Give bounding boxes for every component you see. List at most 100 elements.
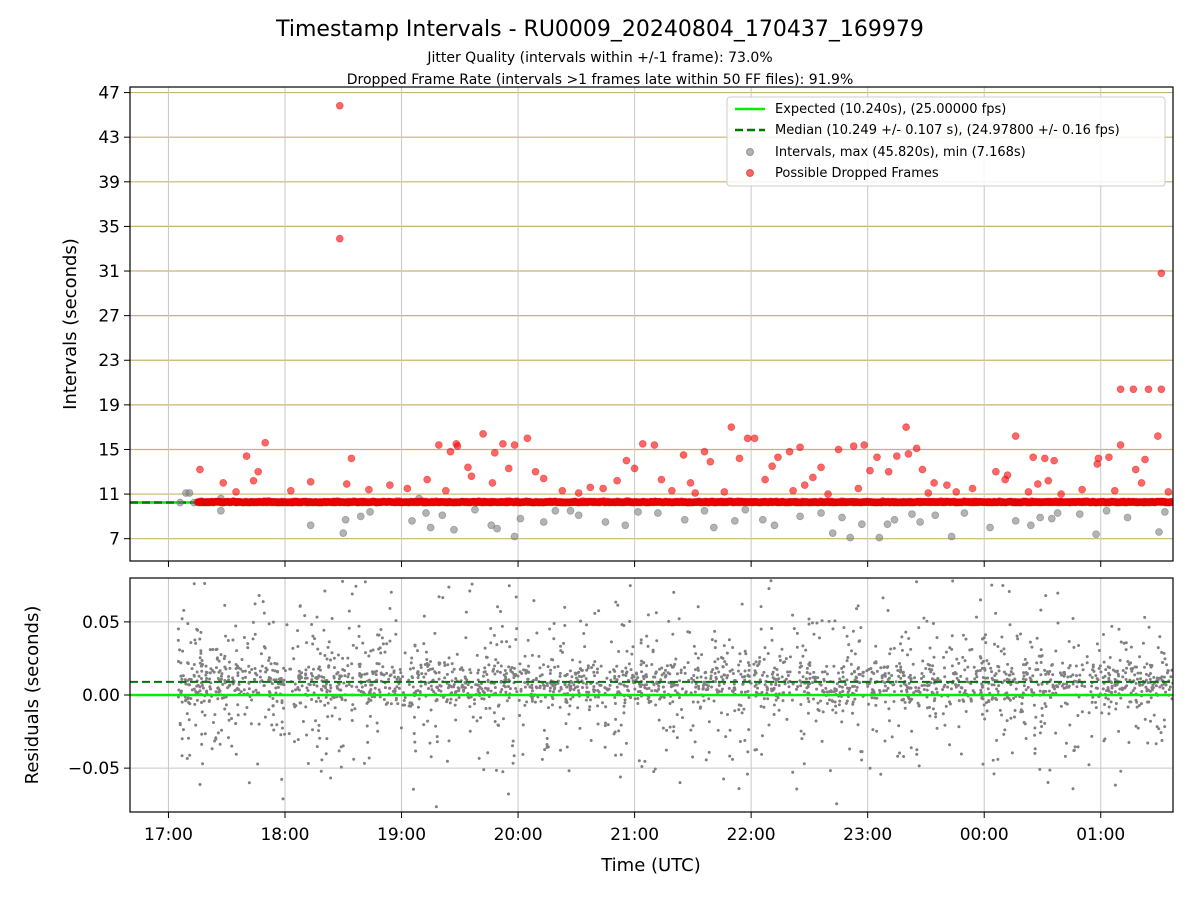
residual-points <box>176 579 1173 809</box>
residual-point <box>1000 713 1004 717</box>
residuals-y-axis-label: Residuals (seconds) <box>22 606 43 785</box>
residual-point <box>326 701 330 705</box>
residual-point <box>1072 749 1076 753</box>
residual-point <box>445 698 449 702</box>
intervals-y-tick-label: 23 <box>98 351 120 371</box>
residual-point <box>491 669 495 673</box>
interval-point <box>339 529 348 538</box>
residual-point <box>311 667 315 671</box>
intervals-axes-frame <box>129 86 1174 562</box>
residual-point <box>1141 641 1145 645</box>
interval-point <box>1026 521 1035 530</box>
dropped-frame-point <box>479 429 488 438</box>
residual-point <box>530 653 534 657</box>
residual-point <box>568 686 572 690</box>
residual-point <box>523 685 527 689</box>
interval-point <box>1053 509 1062 517</box>
residual-point <box>582 674 586 678</box>
residual-point <box>543 695 547 699</box>
interval-point <box>426 523 435 532</box>
residual-point <box>330 714 334 718</box>
residual-point <box>1028 667 1032 671</box>
residual-point <box>943 675 947 679</box>
residual-point <box>907 681 911 685</box>
residual-point <box>681 716 685 720</box>
residual-point <box>1078 673 1082 677</box>
residual-point <box>770 672 774 676</box>
residual-point <box>199 651 203 655</box>
residual-point <box>916 689 920 693</box>
residual-point <box>532 599 536 603</box>
residual-point <box>1167 688 1171 692</box>
residual-point <box>276 670 280 674</box>
residual-point <box>391 689 395 693</box>
residual-point <box>774 698 778 702</box>
residual-point <box>358 665 362 669</box>
residual-point <box>1102 739 1106 743</box>
dropped-frame-point <box>679 451 688 459</box>
residual-point <box>585 685 589 689</box>
interval-point <box>1123 513 1132 522</box>
residual-point <box>658 697 662 701</box>
residual-point <box>922 616 926 620</box>
residual-point <box>447 739 451 743</box>
residual-point <box>680 687 684 691</box>
residual-point <box>984 701 988 705</box>
residual-point <box>740 690 744 694</box>
residual-point <box>267 622 271 626</box>
residual-point <box>951 672 955 676</box>
residual-point <box>251 620 255 624</box>
residual-point <box>737 703 741 707</box>
residual-point <box>317 696 321 700</box>
residual-point <box>216 697 220 701</box>
residual-point <box>317 667 321 671</box>
residual-point <box>1035 661 1039 665</box>
x-tick-label: 17:00 <box>144 825 193 845</box>
residual-point <box>928 663 932 667</box>
residual-point <box>974 672 978 676</box>
residual-point <box>795 787 799 791</box>
residual-point <box>577 674 581 678</box>
residual-point <box>195 684 199 688</box>
residual-point <box>355 646 359 650</box>
residual-point <box>604 705 608 709</box>
residual-point <box>545 743 549 747</box>
residual-point <box>350 662 354 666</box>
dropped-frame-point <box>622 456 631 465</box>
residual-point <box>728 669 732 673</box>
residual-point <box>1010 751 1014 755</box>
residual-point <box>393 687 397 691</box>
residual-point <box>347 682 351 686</box>
residual-point <box>468 589 472 593</box>
residual-point <box>482 697 486 701</box>
residual-point <box>1083 685 1087 689</box>
residual-point <box>990 697 994 701</box>
residual-point <box>350 592 354 596</box>
dropped-frame-point <box>249 476 258 485</box>
residual-point <box>814 719 818 723</box>
residual-point <box>780 675 784 679</box>
residual-point <box>799 729 803 733</box>
x-tick-label: 01:00 <box>1076 825 1125 845</box>
residual-point <box>942 655 946 659</box>
residual-point <box>883 700 887 704</box>
interval-point <box>875 533 884 542</box>
residual-point <box>822 679 826 683</box>
interval-point <box>493 524 501 533</box>
residual-point <box>799 702 803 706</box>
residual-point <box>227 660 231 664</box>
residual-point <box>974 615 978 619</box>
residual-point <box>954 672 958 676</box>
dropped-frame-point <box>403 484 412 493</box>
residual-point <box>714 666 718 670</box>
residual-point <box>1010 666 1014 670</box>
residual-point <box>1058 671 1062 675</box>
residual-point <box>1039 660 1043 664</box>
residual-point <box>498 670 502 674</box>
residual-point <box>1088 673 1092 677</box>
residual-point <box>1022 671 1026 675</box>
residual-point <box>704 758 708 762</box>
residual-point <box>323 589 327 593</box>
residual-point <box>626 688 630 692</box>
residual-point <box>752 662 756 666</box>
